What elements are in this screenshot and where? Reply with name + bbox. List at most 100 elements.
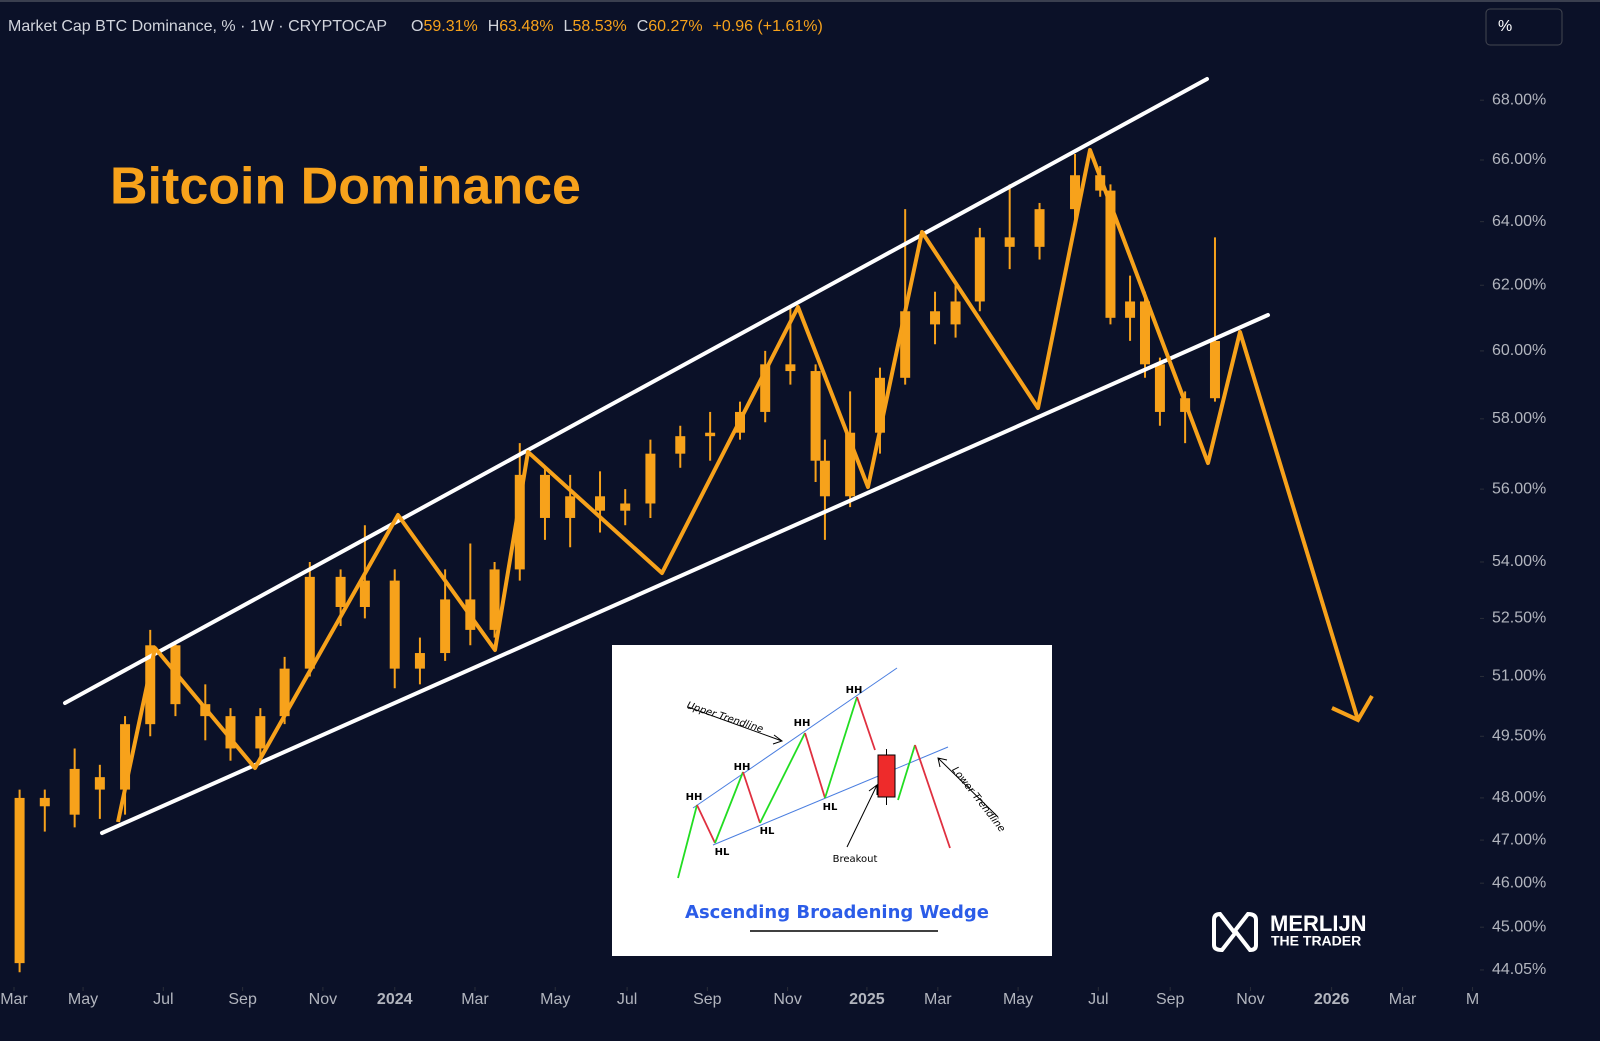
ohlc-value: 60.27% [648, 18, 702, 35]
inset-diagram: Upper Trendline Lower Trendline Breakout… [612, 645, 1052, 956]
down-leg [804, 732, 826, 799]
up-leg [759, 732, 806, 824]
breakout-candle [877, 754, 896, 798]
candle-body [874, 377, 885, 433]
scale-button[interactable] [1485, 8, 1563, 46]
x-tick-label: May [68, 991, 98, 1008]
candle-body [845, 432, 856, 497]
ohlc-values: O59.31% H63.48% L58.53% C60.27% +0.96 (+1.61… [411, 18, 823, 35]
candle-body [1209, 340, 1220, 399]
candle-body [974, 237, 985, 302]
candle-body [39, 797, 50, 807]
inset-background [612, 645, 1052, 956]
change: +0.96 (+1.61%) [713, 18, 823, 35]
candle-body [304, 576, 315, 669]
candle-body [1034, 209, 1045, 247]
y-tick-label: 51.00% [1492, 668, 1546, 685]
zigzag-projection [116, 148, 1360, 823]
scale-button-label[interactable]: % [1498, 18, 1512, 35]
candle-body [645, 453, 656, 504]
x-tick-label: 2026 [1314, 991, 1350, 1008]
breakout-arrow [846, 784, 878, 848]
candle-body [335, 576, 346, 607]
candle-body [1095, 175, 1106, 191]
up-leg [824, 696, 858, 799]
x-tick-label: Sep [1156, 991, 1185, 1008]
hh-label: HH [794, 718, 811, 729]
x-tick-label: May [1003, 991, 1033, 1008]
candle-body [255, 716, 266, 749]
upper-arrow [687, 706, 784, 745]
candle-body [565, 496, 576, 518]
y-tick-label: 58.00% [1492, 410, 1546, 427]
candle-body [1154, 364, 1165, 412]
candle-body [620, 503, 631, 511]
watermark-tagline: THE TRADER [1271, 933, 1361, 949]
candle-body [1139, 301, 1150, 365]
up-leg [714, 771, 744, 844]
candle-body [145, 645, 156, 725]
breakout-label: Breakout [833, 854, 878, 865]
x-tick-label: Jul [153, 991, 173, 1008]
x-tick-label: Nov [1236, 991, 1264, 1008]
y-tick-label: 47.00% [1492, 831, 1546, 848]
candle-body [279, 668, 290, 717]
hh-label: HH [846, 685, 863, 696]
ohlc-value: 63.48% [499, 18, 553, 35]
ohlc-key: H [488, 18, 500, 35]
candle-body [675, 436, 686, 454]
x-tick-label: Nov [309, 991, 337, 1008]
candle-body [359, 580, 370, 607]
candle-body [900, 311, 911, 378]
hh-label: HH [734, 762, 751, 773]
candle-body [225, 716, 236, 749]
down-leg [856, 696, 876, 751]
candle-body [1004, 237, 1015, 247]
grid-layer [13, 99, 1484, 991]
y-tick-label: 45.00% [1492, 918, 1546, 935]
x-tick-label: Jul [1088, 991, 1108, 1008]
x-tick-label: M [1466, 991, 1479, 1008]
ohlc-key: O [411, 18, 423, 35]
hl-label: HL [823, 802, 838, 813]
inset-arrows [687, 706, 999, 848]
candle-body [785, 364, 796, 372]
watermark: MERLIJN THE TRADER [1212, 911, 1367, 953]
y-tick-label: 60.00% [1492, 342, 1546, 359]
up-leg [897, 744, 916, 801]
symbol: Market Cap BTC Dominance, % · 1W · CRYPT… [8, 18, 387, 35]
trendlines [63, 77, 1270, 835]
candle-body [950, 301, 961, 325]
x-tick-label: Mar [0, 991, 28, 1008]
ohlc-key: L [564, 18, 573, 35]
candle-body [760, 364, 771, 412]
y-tick-label: 62.00% [1492, 276, 1546, 293]
x-tick-label: Mar [924, 991, 952, 1008]
candle-body [1105, 190, 1116, 318]
y-tick-label: 56.00% [1492, 480, 1546, 497]
candle-body [69, 768, 80, 815]
x-tick-label: 2025 [849, 991, 885, 1008]
candle-body [14, 797, 25, 964]
y-tick-label: 52.50% [1492, 610, 1546, 627]
hl-label: HL [760, 826, 775, 837]
header: Market Cap BTC Dominance, % · 1W · CRYPT… [8, 18, 823, 35]
down-leg [696, 804, 716, 844]
y-tick-label: 64.00% [1492, 213, 1546, 230]
inset-title: Ascending Broadening Wedge [685, 902, 989, 923]
candle-body [595, 496, 606, 511]
inset-upper-line [692, 667, 898, 809]
hl-label: HL [715, 847, 730, 858]
candle-body [414, 653, 425, 669]
x-tick-label: Nov [773, 991, 801, 1008]
arrow-head [1331, 694, 1374, 723]
lower-arrow [937, 757, 999, 818]
x-tick-label: 2024 [377, 991, 413, 1008]
x-tick-label: Jul [617, 991, 637, 1008]
candle-body [440, 599, 451, 654]
watermark-logo [1212, 911, 1258, 953]
up-leg [677, 804, 698, 879]
ohlc-value: 58.53% [572, 18, 626, 35]
chart-title: Bitcoin Dominance [110, 158, 581, 216]
